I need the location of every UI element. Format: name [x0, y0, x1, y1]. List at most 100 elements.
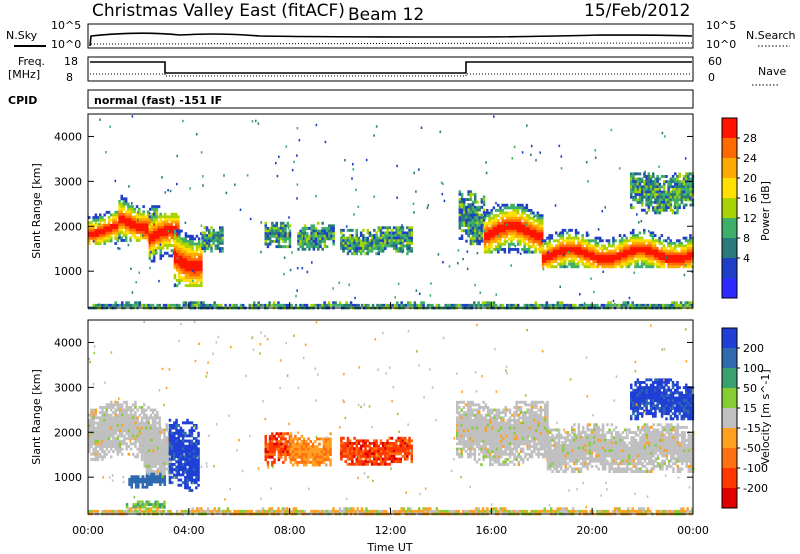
x-tick-label-6: 00:00 — [677, 524, 709, 537]
colorbar-tick-4: -15 — [743, 422, 761, 435]
y-tick-label-3: 4000 — [54, 130, 82, 143]
y-tick-label-3: 4000 — [54, 336, 82, 349]
colorbar-swatch-6 — [722, 448, 737, 469]
y-tick-label-1: 2000 — [54, 426, 82, 439]
power-patch-9 — [483, 203, 544, 254]
colorbar-swatch-1 — [722, 138, 737, 159]
velocity-patch-5 — [289, 432, 332, 467]
colorbar-swatch-4 — [722, 408, 737, 429]
colorbar-tick-1: 24 — [743, 152, 757, 165]
x-ticks: 00:00 04:00 08:00 12:00 16:00 20:00 00:00 — [72, 302, 709, 537]
beam-label: Beam 12 — [348, 5, 424, 25]
colorbar-tick-0: 28 — [743, 132, 757, 145]
y-tick-label-2: 3000 — [54, 381, 82, 394]
cpid-label: CPID — [8, 94, 37, 107]
power-ylabel: Slant Range [km] — [30, 163, 43, 259]
y-tick-label-0: 1000 — [54, 265, 82, 278]
power-patch-0 — [88, 210, 120, 245]
colorbar-tick-0: 200 — [743, 342, 764, 355]
freq-panel — [87, 56, 694, 82]
y-tick-label-2: 3000 — [54, 175, 82, 188]
colorbar-tick-6: 4 — [743, 252, 750, 265]
nsearch-tick-bottom: 10^0 — [706, 38, 736, 51]
nsearch-series — [90, 42, 693, 45]
power-colorbar-label: Power [dB] — [759, 181, 772, 241]
colorbar-swatch-3 — [722, 178, 737, 199]
power-patch-3 — [173, 229, 203, 288]
velocity-colorbar: 200 100 50 15 -15 -50 -100 -200 — [721, 327, 768, 509]
colorbar-tick-2: 20 — [743, 172, 757, 185]
velocity-ylabel: Slant Range [km] — [30, 369, 43, 465]
freq-tick-top: 18 — [64, 55, 78, 68]
colorbar-swatch-2 — [722, 368, 737, 389]
cpid-panel — [87, 89, 694, 109]
power-patch-5 — [264, 221, 292, 249]
nave-tick-top: 60 — [708, 55, 722, 68]
x-tick-label-0: 00:00 — [72, 524, 104, 537]
colorbar-swatch-1 — [722, 348, 737, 369]
colorbar-swatch-6 — [722, 238, 737, 259]
velocity-colorbar-label: Velocity [m s^-1] — [759, 369, 772, 464]
x-axis-label: Time UT — [366, 541, 412, 554]
colorbar-tick-5: -50 — [743, 442, 761, 455]
radar-title: Christmas Valley East (fitACF) — [92, 1, 345, 21]
power-patch-4 — [201, 226, 224, 253]
power-patch-8 — [458, 190, 486, 246]
velocity-noise — [88, 320, 694, 516]
colorbar-swatch-4 — [722, 198, 737, 219]
power-patch-10 — [541, 228, 694, 269]
nsky-label: N.Sky — [6, 29, 38, 42]
colorbar-tick-6: -100 — [743, 462, 768, 475]
x-tick-label-2: 08:00 — [274, 524, 306, 537]
colorbar-swatch-3 — [722, 388, 737, 409]
nsky-series — [89, 32, 693, 47]
nsky-tick-top: 10^5 — [51, 19, 81, 32]
colorbar-swatch-8 — [722, 488, 737, 509]
velocity-patch-7 — [456, 400, 549, 467]
cpid-value: normal (fast) -151 IF — [94, 94, 222, 107]
y-tick-label-1: 2000 — [54, 220, 82, 233]
colorbar-swatch-5 — [722, 428, 737, 449]
freq-series — [90, 61, 692, 74]
power-y-ticks: 1000 2000 3000 4000 — [54, 130, 693, 278]
colorbar-swatch-7 — [722, 258, 737, 279]
colorbar-swatch-8 — [722, 278, 737, 299]
velocity-plot — [88, 320, 695, 516]
x-tick-label-5: 20:00 — [576, 524, 608, 537]
power-plot — [88, 115, 695, 310]
x-tick-label-3: 12:00 — [375, 524, 407, 537]
colorbar-tick-7: -200 — [743, 482, 768, 495]
power-noise — [92, 115, 694, 309]
power-patch-11 — [630, 172, 695, 215]
colorbar-tick-3: 15 — [743, 402, 757, 415]
colorbar-swatch-2 — [722, 158, 737, 179]
colorbar-swatch-0 — [722, 118, 737, 139]
power-patch-7 — [340, 226, 413, 256]
power-patch-6 — [297, 221, 335, 251]
freq-label: Freq. — [18, 55, 45, 68]
velocity-patch-8 — [546, 423, 695, 473]
nsearch-tick-top: 10^5 — [706, 19, 736, 32]
colorbar-tick-3: 16 — [743, 192, 757, 205]
nave-series — [90, 73, 692, 77]
nsky-panel — [87, 23, 694, 49]
power-colorbar: 28 24 20 16 12 8 4 — [721, 117, 757, 299]
velocity-patch-9 — [630, 378, 695, 421]
velocity-patch-10 — [125, 500, 166, 509]
x-tick-label-1: 04:00 — [173, 524, 205, 537]
velocity-y-ticks: 1000 2000 3000 4000 — [54, 336, 693, 484]
freq-unit: [MHz] — [8, 68, 40, 81]
colorbar-swatch-0 — [722, 328, 737, 349]
velocity-patch-2 — [168, 418, 200, 492]
colorbar-tick-1: 100 — [743, 362, 764, 375]
nave-tick-bottom: 0 — [708, 71, 715, 84]
colorbar-tick-4: 12 — [743, 212, 757, 225]
nave-label: Nave — [758, 65, 786, 78]
nsky-tick-bottom: 10^0 — [51, 38, 81, 51]
colorbar-tick-2: 50 — [743, 382, 757, 395]
date-label: 15/Feb/2012 — [584, 1, 690, 21]
x-tick-label-4: 16:00 — [475, 524, 507, 537]
y-tick-label-0: 1000 — [54, 471, 82, 484]
velocity-patch-3 — [128, 472, 166, 489]
